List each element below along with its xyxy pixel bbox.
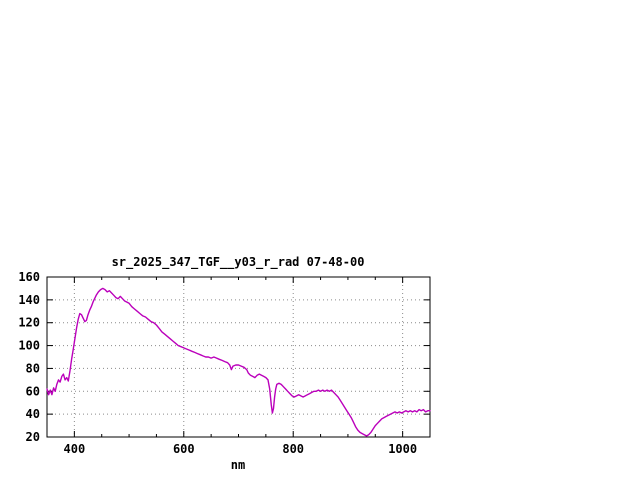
x-tick-label: 400: [64, 442, 86, 456]
y-tick-label: 40: [26, 407, 40, 421]
tick-labels: 400 600 800 1000 20 40 60 80 100 120 140 160: [18, 270, 417, 456]
x-tick-label: 1000: [388, 442, 417, 456]
plot-border: [46, 276, 431, 438]
y-tick-label: 140: [18, 293, 40, 307]
x-tick-label: 600: [173, 442, 195, 456]
y-tick-label: 100: [18, 339, 40, 353]
y-tick-label: 160: [18, 270, 40, 284]
axis-ticks: [47, 276, 430, 438]
y-tick-label: 120: [18, 316, 40, 330]
y-tick-label: 80: [26, 361, 40, 375]
data-line: [46, 287, 431, 437]
y-tick-label: 60: [26, 384, 40, 398]
y-tick-label: 20: [26, 430, 40, 444]
chart-title: sr_2025_347_TGF__y03_r_rad 07-48-00: [112, 255, 365, 270]
grid-lines: [47, 277, 430, 437]
x-tick-label: 800: [282, 442, 304, 456]
x-axis-label: nm: [231, 458, 245, 472]
